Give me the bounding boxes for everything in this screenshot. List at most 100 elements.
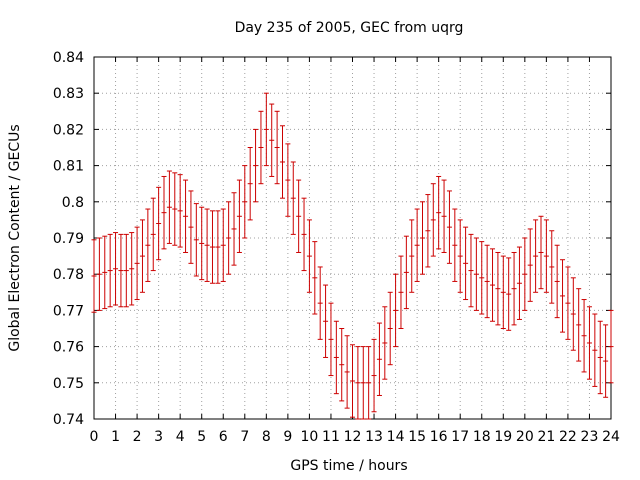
error-bar-point: [468, 233, 474, 308]
error-bar-point: [511, 251, 517, 326]
error-bar-point: [199, 206, 205, 281]
error-bar-point: [543, 219, 549, 293]
error-bar-point: [183, 179, 189, 253]
error-bar-point: [150, 197, 156, 272]
y-tick-label: 0.79: [53, 231, 84, 247]
error-bar-point: [500, 255, 506, 329]
error-bar-point: [172, 172, 178, 246]
x-tick-label: 18: [473, 429, 491, 445]
error-bar-point: [301, 197, 307, 272]
y-tick-label: 0.8: [62, 195, 84, 211]
y-tick-label: 0.84: [53, 50, 84, 66]
error-bar-point: [274, 110, 280, 185]
series-layer: [91, 92, 614, 420]
x-axis-label: GPS time / hours: [290, 458, 407, 474]
error-bar-point: [177, 174, 183, 248]
error-bar-point: [581, 299, 587, 373]
x-tick-label: 11: [322, 429, 340, 445]
error-bar-point: [107, 233, 113, 308]
x-tick-label: 14: [387, 429, 405, 445]
error-bar-point: [204, 208, 210, 282]
error-bar-point: [113, 232, 119, 306]
y-tick-label: 0.74: [53, 412, 84, 428]
error-bar-point: [463, 226, 469, 301]
x-tick-label: 9: [283, 429, 292, 445]
error-bar-point: [403, 235, 409, 310]
error-bar-point: [231, 192, 237, 266]
x-tick-label: 3: [154, 429, 163, 445]
error-bar-point: [134, 226, 140, 301]
error-bar-point: [382, 306, 388, 380]
x-tick-label: 22: [559, 429, 577, 445]
error-bar-point: [376, 322, 382, 396]
y-tick-label: 0.82: [53, 122, 84, 138]
error-bar-point: [425, 194, 431, 268]
error-bar-point: [414, 208, 420, 282]
error-bar-point: [527, 228, 533, 302]
x-tick-label: 4: [176, 429, 185, 445]
x-tick-label: 17: [451, 429, 469, 445]
x-tick-label: 2: [133, 429, 142, 445]
error-bar-point: [360, 346, 366, 420]
error-bar-point: [592, 313, 598, 387]
error-bar-point: [565, 266, 571, 340]
x-tick-label: 0: [90, 429, 99, 445]
error-bar-point: [549, 230, 555, 304]
error-bar-point: [188, 190, 194, 264]
error-bar-point: [161, 175, 167, 250]
y-tick-label: 0.81: [53, 159, 84, 175]
x-tick-label: 21: [537, 429, 555, 445]
error-bar-point: [193, 203, 199, 277]
error-bar-point: [484, 244, 490, 319]
error-bar-point: [366, 346, 372, 420]
error-bar-point: [441, 179, 447, 253]
x-tick-label: 23: [581, 429, 599, 445]
x-tick-label: 24: [602, 429, 620, 445]
error-bar-point: [306, 219, 312, 293]
error-bar-point: [516, 246, 522, 320]
error-bar-point: [96, 237, 102, 311]
error-bar-point: [333, 320, 339, 395]
error-bar-point: [139, 219, 145, 293]
error-bar-point: [570, 277, 576, 351]
error-bar-point: [603, 324, 609, 398]
error-bar-point: [226, 201, 232, 275]
x-tick-label: 16: [430, 429, 448, 445]
x-tick-label: 19: [494, 429, 512, 445]
y-tick-label: 0.83: [53, 86, 84, 102]
x-tick-label: 8: [262, 429, 271, 445]
error-bar-point: [473, 237, 479, 311]
error-bar-point: [538, 215, 544, 290]
error-bar-point: [398, 255, 404, 329]
error-bar-point: [457, 219, 463, 293]
y-tick-label: 0.78: [53, 267, 84, 283]
error-bar-point: [371, 338, 377, 413]
axis-ticks: 0 1 2 3 4 5 6 7 8 9 10 11 12 13 14 15 16 17 18 19 20 21 22 23 24…: [53, 50, 620, 445]
error-bar-point: [290, 161, 296, 235]
error-bar-point: [576, 288, 582, 362]
x-tick-label: 1: [111, 429, 120, 445]
error-bar-point: [446, 190, 452, 264]
error-bar-point: [506, 257, 512, 331]
error-bar-point: [102, 235, 108, 310]
error-bar-point: [339, 328, 345, 402]
error-bar-point: [554, 244, 560, 319]
error-bar-point: [296, 179, 302, 253]
error-bar-point: [350, 344, 355, 418]
error-bar-point: [420, 201, 426, 275]
error-bar-point: [495, 251, 501, 326]
error-bar-point: [242, 165, 248, 239]
error-bar-point: [129, 232, 135, 306]
error-bar-point: [220, 208, 226, 282]
x-tick-label: 6: [219, 429, 228, 445]
y-tick-label: 0.76: [53, 340, 84, 356]
x-tick-label: 7: [240, 429, 249, 445]
error-bar-point: [269, 103, 275, 177]
error-bar-point: [479, 241, 485, 315]
error-bar-point: [597, 320, 603, 395]
x-tick-label: 10: [301, 429, 319, 445]
error-bar-point: [490, 248, 496, 322]
y-tick-label: 0.77: [53, 303, 84, 319]
error-bar-point: [118, 233, 124, 308]
